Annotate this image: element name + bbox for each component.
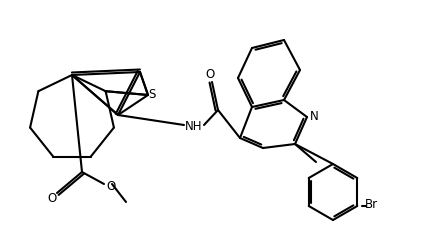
Text: O: O xyxy=(107,180,115,192)
Text: O: O xyxy=(206,68,214,82)
Text: S: S xyxy=(148,88,156,101)
Text: Br: Br xyxy=(365,198,378,210)
Text: N: N xyxy=(309,110,318,124)
Text: O: O xyxy=(48,192,57,204)
Text: NH: NH xyxy=(185,120,203,132)
